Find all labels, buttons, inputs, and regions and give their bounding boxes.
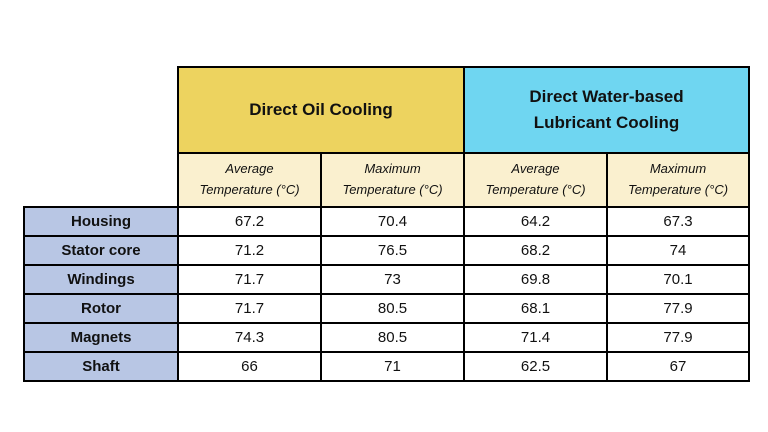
- subheader-water-maximum-temperature: Maximum Temperature (°C): [606, 152, 750, 208]
- table-row: Stator core 71.2 76.5 68.2 74: [23, 235, 750, 266]
- table-row: Windings 71.7 73 69.8 70.1: [23, 264, 750, 295]
- table-cell: 67: [606, 351, 750, 382]
- group-header-direct-oil-cooling: Direct Oil Cooling: [177, 66, 465, 154]
- table-cell: 80.5: [320, 322, 465, 353]
- table-cell: 68.1: [463, 293, 608, 324]
- table-cell: 71.7: [177, 264, 322, 295]
- table-cell: 67.3: [606, 206, 750, 237]
- table-cell: 73: [320, 264, 465, 295]
- table-row: Rotor 71.7 80.5 68.1 77.9: [23, 293, 750, 324]
- row-label-shaft: Shaft: [23, 351, 179, 382]
- table-row: Magnets 74.3 80.5 71.4 77.9: [23, 322, 750, 353]
- table-cell: 76.5: [320, 235, 465, 266]
- table-cell: 66: [177, 351, 322, 382]
- table-cell: 70.4: [320, 206, 465, 237]
- table-cell: 64.2: [463, 206, 608, 237]
- subheader-water-average-temperature: Average Temperature (°C): [463, 152, 608, 208]
- table-cell: 62.5: [463, 351, 608, 382]
- subheader-oil-maximum-temperature: Maximum Temperature (°C): [320, 152, 465, 208]
- temperature-comparison-table: Direct Oil Cooling Direct Water-based Lu…: [23, 66, 750, 382]
- table-corner-spacer: [24, 67, 178, 207]
- row-label-windings: Windings: [23, 264, 179, 295]
- table-cell: 77.9: [606, 322, 750, 353]
- table-row: Shaft 66 71 62.5 67: [23, 351, 750, 382]
- table-cell: 71.2: [177, 235, 322, 266]
- table-cell: 74.3: [177, 322, 322, 353]
- table-cell: 77.9: [606, 293, 750, 324]
- row-label-magnets: Magnets: [23, 322, 179, 353]
- table-cell: 71.7: [177, 293, 322, 324]
- table-cell: 67.2: [177, 206, 322, 237]
- row-label-stator-core: Stator core: [23, 235, 179, 266]
- table-cell: 80.5: [320, 293, 465, 324]
- row-label-housing: Housing: [23, 206, 179, 237]
- table-cell: 74: [606, 235, 750, 266]
- table-cell: 69.8: [463, 264, 608, 295]
- subheader-oil-average-temperature: Average Temperature (°C): [177, 152, 322, 208]
- table-cell: 70.1: [606, 264, 750, 295]
- group-header-direct-water-based-lubricant-cooling: Direct Water-based Lubricant Cooling: [463, 66, 750, 154]
- table-row: Housing 67.2 70.4 64.2 67.3: [23, 206, 750, 237]
- table-cell: 71.4: [463, 322, 608, 353]
- row-label-rotor: Rotor: [23, 293, 179, 324]
- table-cell: 68.2: [463, 235, 608, 266]
- table-cell: 71: [320, 351, 465, 382]
